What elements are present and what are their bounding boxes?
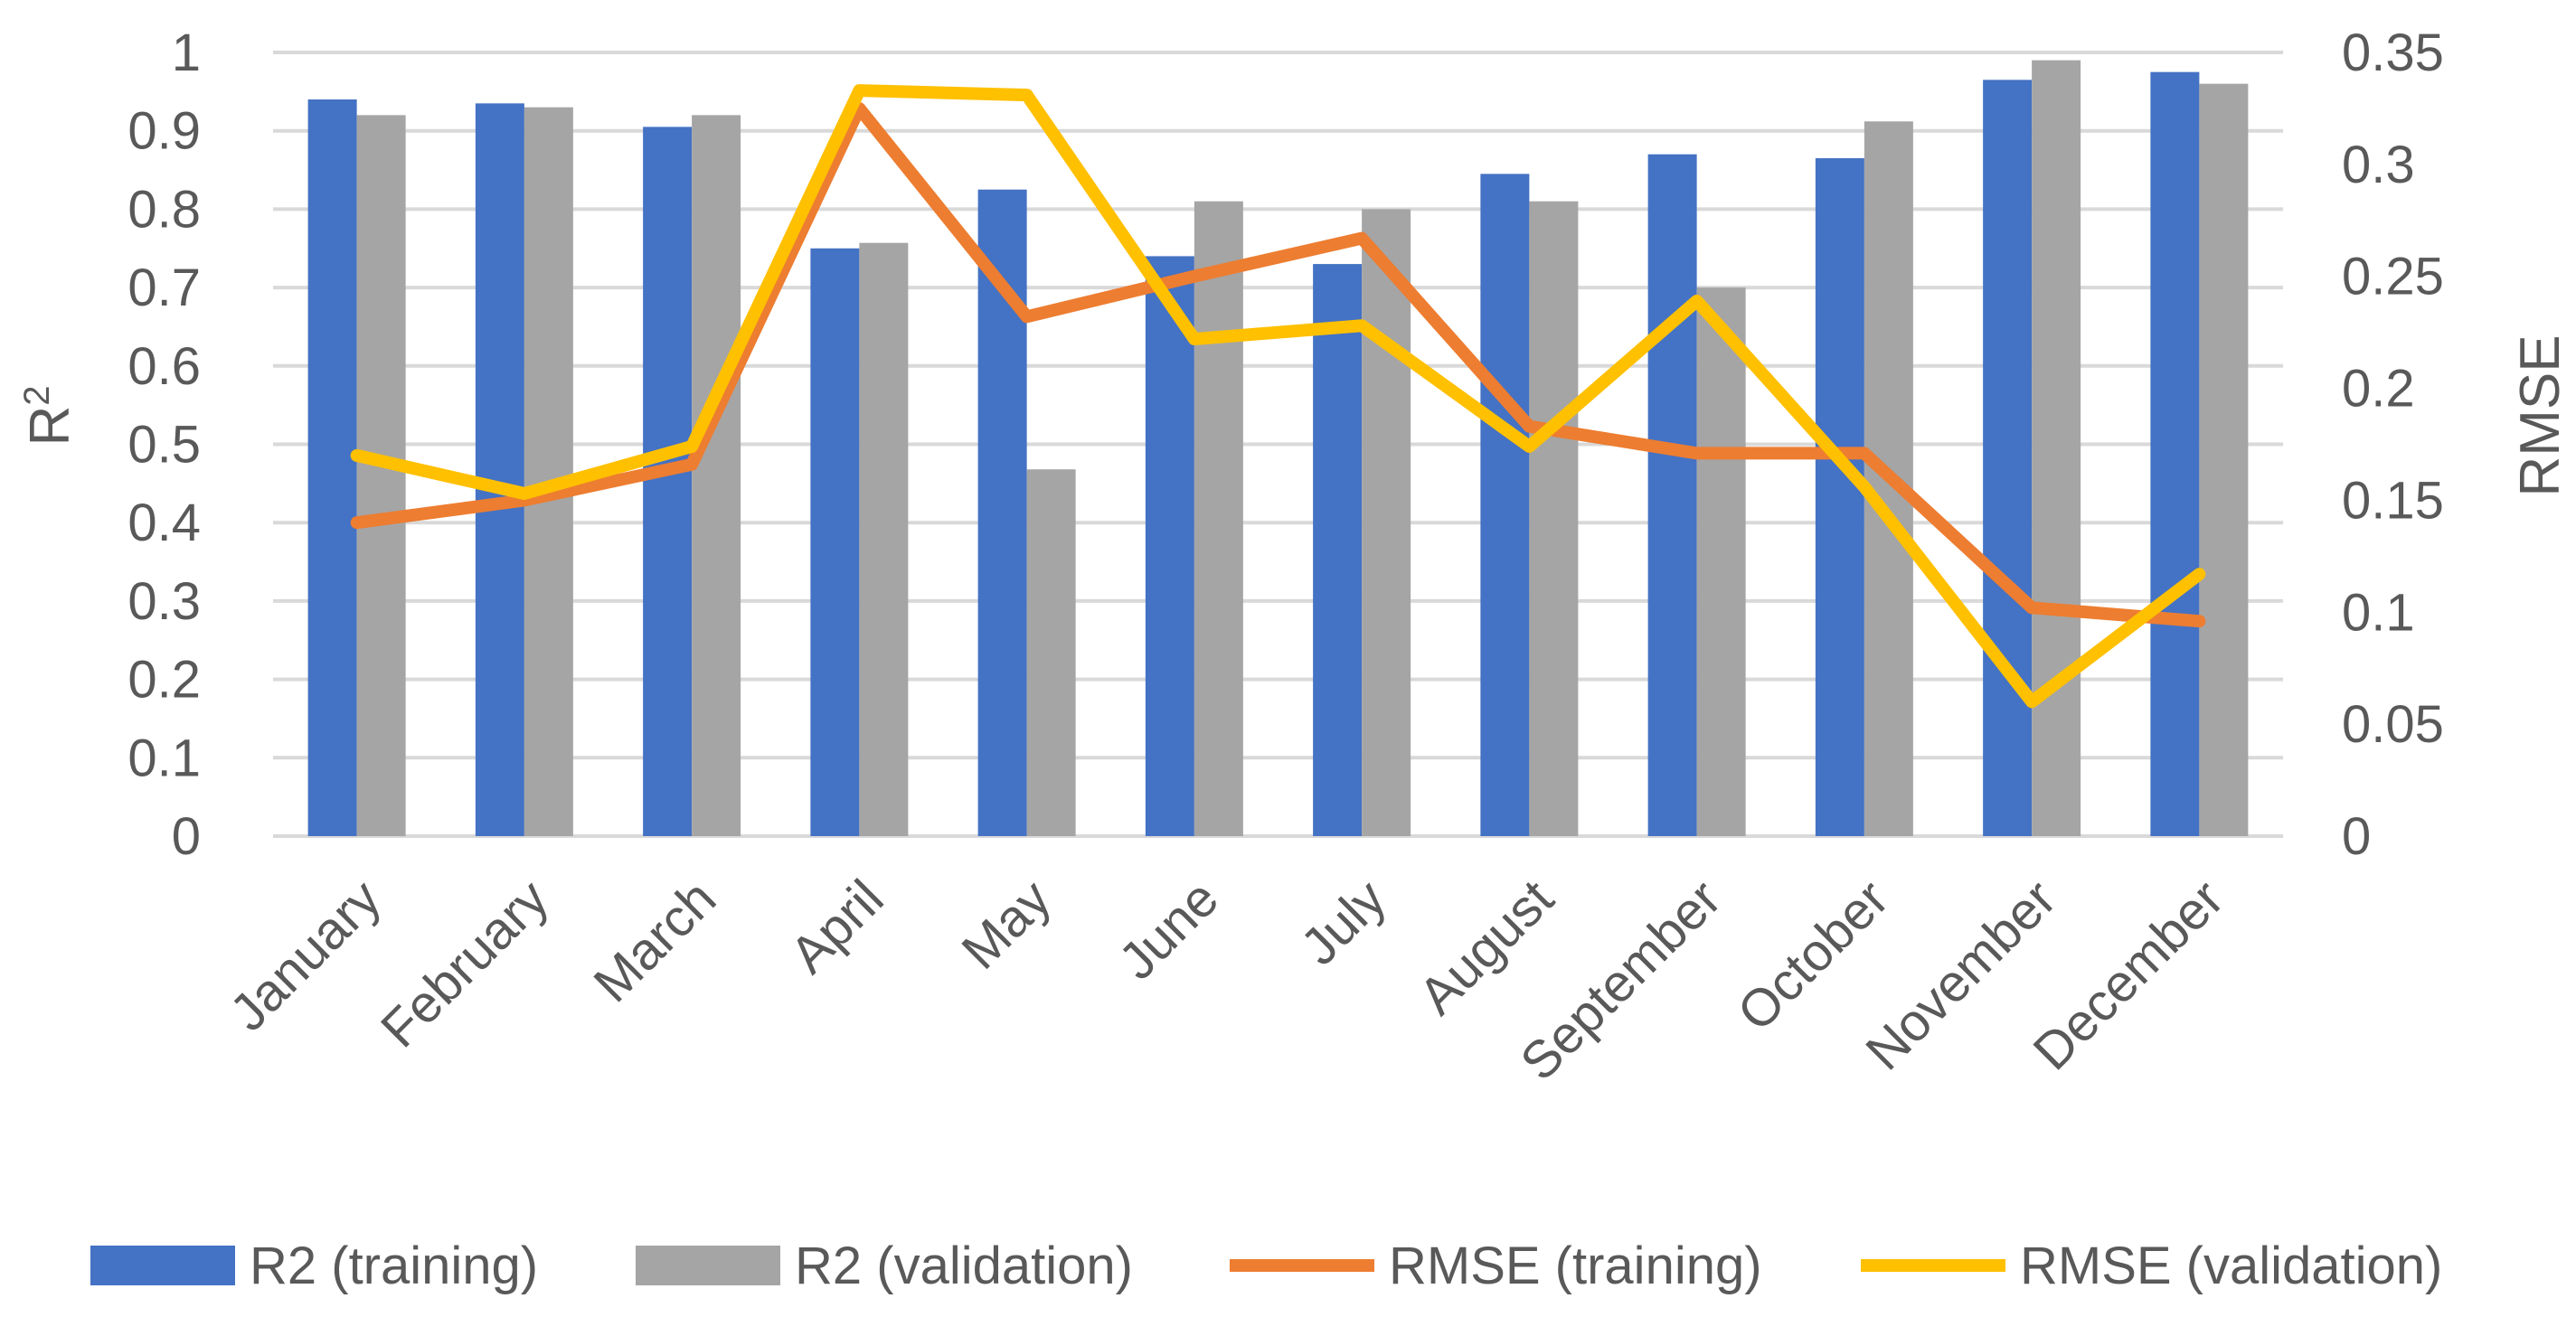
category-label: October [1726,869,1900,1042]
right-tick-label: 0.35 [2342,24,2444,82]
bar-validation-february [524,107,573,836]
category-label: February [370,869,560,1058]
right-axis-ticks: 0 0.05 0.1 0.15 0.2 0.25 0.3 0.35 [2342,24,2444,866]
bar-validation-september [1696,287,1746,837]
line-rmse-validation [350,84,2206,709]
left-axis-title-base: R [19,406,81,447]
left-tick-label: 0.7 [127,259,201,317]
right-tick-label: 0 [2342,807,2371,866]
bar-training-december [2150,71,2200,837]
bar-training-july [1313,264,1363,837]
legend-swatch [90,1246,235,1285]
left-tick-label: 0.8 [127,180,201,239]
line-series [350,84,2206,709]
category-label: June [1108,869,1230,991]
bar-training-november [1983,80,2033,837]
category-label: January [219,869,392,1042]
bar-series [307,60,2249,837]
left-tick-label: 1 [172,24,201,82]
left-tick-label: 0.9 [127,102,201,161]
right-tick-label: 0.15 [2342,471,2444,530]
left-tick-label: 0 [172,807,201,866]
legend-label: R2 (validation) [795,1237,1133,1295]
bar-validation-august [1529,201,1579,837]
bar-training-august [1480,174,1530,836]
category-label: May [950,869,1062,980]
right-tick-label: 0.05 [2342,695,2444,754]
category-label: March [582,869,727,1013]
bar-training-october [1815,158,1864,837]
legend: R2 (training) R2 (validation) RMSE (traini… [90,1237,2442,1295]
bar-validation-march [692,115,741,837]
bar-training-january [307,99,357,836]
bar-validation-july [1362,209,1411,836]
left-tick-label: 0.3 [127,572,201,631]
category-label: July [1289,869,1397,976]
bar-validation-april [859,242,909,836]
legend-label: RMSE (validation) [2020,1237,2442,1295]
bar-validation-january [356,115,406,837]
bar-training-april [810,248,860,836]
right-axis-title: RMSE [2509,334,2571,496]
bar-validation-december [2199,83,2249,837]
legend-label: R2 (training) [250,1237,538,1295]
bar-training-february [475,103,524,837]
left-tick-label: 0.6 [127,337,201,396]
right-tick-label: 0.3 [2342,136,2415,194]
left-tick-label: 0.1 [127,729,201,787]
right-tick-label: 0.2 [2342,360,2415,419]
left-axis-title-superscript: 2 [17,385,57,405]
legend-label: RMSE (training) [1389,1237,1762,1295]
category-label: August [1408,869,1565,1026]
right-tick-label: 0.1 [2342,583,2415,642]
category-label: April [779,869,895,984]
gridlines [273,51,2283,838]
bar-validation-june [1194,201,1243,837]
legend-swatch [636,1246,780,1285]
left-tick-label: 0.2 [127,651,201,710]
bar-validation-may [1026,469,1076,836]
left-tick-label: 0.4 [127,494,201,552]
right-tick-label: 0.25 [2342,248,2444,306]
bar-training-september [1647,154,1697,836]
bar-training-march [643,127,693,837]
left-tick-label: 0.5 [127,416,201,475]
bar-training-june [1145,256,1194,836]
line-rmse-training [350,101,2206,628]
left-axis-ticks: 0 0.1 0.2 0.3 0.4 0.5 0.6 0.7 0.8 0.9 1 [127,24,201,866]
left-axis-title: R2 [17,385,81,446]
bar-validation-november [2032,60,2081,837]
